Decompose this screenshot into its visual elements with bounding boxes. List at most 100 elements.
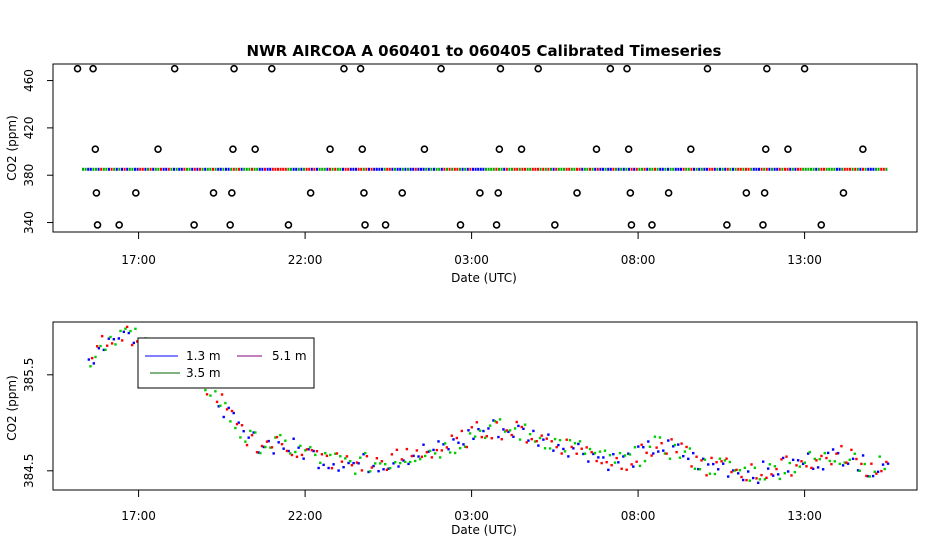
top-plot-frame	[52, 63, 918, 233]
series-point	[380, 460, 384, 463]
series-point	[791, 458, 795, 462]
series-point	[482, 429, 485, 433]
baseline-point	[178, 167, 181, 171]
baseline-point	[435, 167, 438, 171]
baseline-point	[661, 167, 664, 171]
baseline-point	[128, 167, 131, 171]
baseline-point	[196, 167, 199, 171]
series-point	[215, 400, 219, 404]
top-y-tick-label: 420	[22, 116, 36, 139]
series-point	[415, 449, 419, 452]
series-point	[873, 470, 876, 473]
baseline-point	[243, 167, 246, 171]
baseline-point	[490, 167, 493, 171]
baseline-point	[227, 167, 230, 171]
series-point	[653, 435, 657, 438]
baseline-point	[313, 167, 316, 171]
baseline-point	[349, 167, 352, 171]
series-point	[490, 437, 493, 440]
series-point	[374, 462, 377, 465]
baseline-point	[305, 167, 308, 171]
series-point	[222, 415, 225, 419]
baseline-point	[550, 167, 552, 171]
series-point	[643, 459, 647, 463]
series-point	[580, 447, 583, 450]
baseline-point	[344, 167, 347, 171]
series-point	[813, 457, 816, 461]
baseline-point	[87, 167, 90, 171]
series-point	[229, 420, 232, 423]
series-point	[105, 344, 109, 347]
series-point	[510, 433, 513, 437]
series-point	[587, 460, 590, 463]
calibration-point	[573, 189, 581, 197]
series-point	[515, 420, 518, 424]
baseline-point	[778, 167, 781, 171]
series-point	[487, 427, 490, 430]
series-point	[695, 455, 698, 458]
bottom-x-axis: 17:00 22:00 03:00 08:00 13:00	[121, 490, 822, 523]
series-point	[523, 423, 527, 426]
series-point	[640, 443, 643, 446]
baseline-point	[102, 167, 105, 171]
calibration-point	[517, 145, 526, 153]
baseline-point	[828, 167, 831, 171]
series-point	[652, 452, 655, 455]
calibration-point	[703, 64, 712, 73]
calibration-point	[381, 221, 390, 229]
series-point	[99, 344, 102, 348]
baseline-point	[199, 167, 201, 171]
baseline-point	[849, 167, 851, 171]
series-point	[565, 438, 568, 441]
baseline-point	[89, 167, 92, 171]
series-point	[458, 446, 462, 450]
series-point	[615, 456, 618, 460]
series-point	[733, 469, 737, 472]
calibration-point	[495, 145, 504, 153]
baseline-point	[469, 167, 472, 171]
calibration-point	[251, 145, 259, 153]
baseline-point	[555, 167, 558, 171]
baseline-point	[560, 167, 563, 171]
series-point	[209, 394, 212, 397]
baseline-point	[175, 167, 178, 171]
calibration-point	[763, 64, 771, 73]
baseline-point	[108, 167, 110, 171]
series-point	[840, 444, 843, 448]
series-point	[405, 447, 409, 451]
series-point	[577, 442, 580, 446]
baseline-point	[165, 167, 168, 171]
series-point	[627, 452, 630, 455]
baseline-point	[209, 167, 212, 171]
baseline-point	[240, 167, 243, 171]
legend: 1.3 m 5.1 m 3.5 m	[137, 337, 315, 389]
baseline-point	[212, 167, 214, 171]
baseline-point	[373, 167, 376, 171]
series-point	[295, 455, 299, 458]
baseline-point	[407, 167, 409, 171]
series-point	[868, 475, 871, 478]
baseline-point	[724, 167, 727, 171]
series-point	[257, 451, 260, 454]
series-point	[793, 470, 797, 474]
series-point	[262, 445, 265, 449]
series-point	[324, 451, 327, 455]
baseline-point	[737, 167, 740, 171]
baseline-point	[451, 167, 454, 171]
series-point	[730, 470, 733, 474]
series-point	[748, 479, 752, 482]
baseline-point	[235, 167, 238, 171]
baseline-point	[92, 167, 95, 171]
baseline-point	[188, 167, 191, 171]
series-point	[488, 424, 492, 427]
baseline-point	[721, 167, 724, 171]
series-point	[790, 474, 793, 477]
series-point	[707, 463, 710, 466]
baseline-point	[581, 167, 584, 171]
series-point	[830, 462, 833, 466]
series-point	[255, 451, 259, 454]
series-point	[756, 481, 760, 485]
series-point	[285, 449, 289, 453]
series-point	[760, 473, 763, 477]
series-point	[835, 452, 838, 455]
